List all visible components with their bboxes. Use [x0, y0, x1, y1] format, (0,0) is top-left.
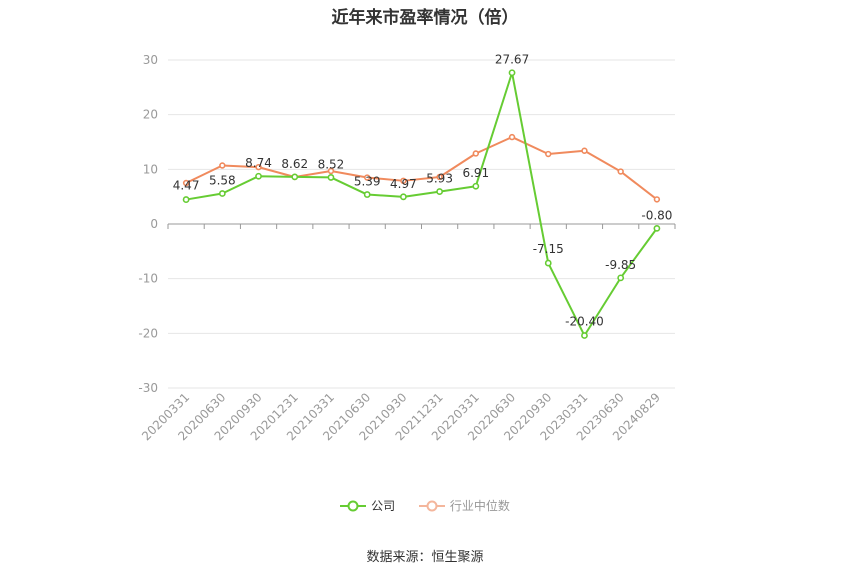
data-point-industry-median [436, 173, 443, 181]
data-label: 27.67 [495, 53, 529, 67]
y-tick-label: -30 [138, 381, 158, 395]
data-label: 4.97 [390, 177, 417, 191]
series-line-company [185, 71, 658, 337]
data-label: -20.40 [565, 315, 604, 329]
data-point-industry-median [255, 163, 262, 171]
data-label: 5.93 [426, 172, 453, 186]
data-point-industry-median [617, 168, 624, 175]
data-point-company [255, 172, 262, 180]
data-point-industry-median [327, 167, 335, 175]
data-label: 4.47 [173, 179, 200, 193]
data-point-industry-median [472, 150, 480, 157]
data-label: 5.58 [209, 173, 236, 187]
data-point-company [291, 173, 299, 181]
data-point-company [182, 196, 190, 203]
y-tick-label: 0 [150, 217, 158, 231]
chart-title: 近年来市盈率情况（倍） [331, 8, 519, 28]
data-point-company [472, 182, 480, 190]
data-label: 5.39 [354, 175, 381, 189]
data-point-company [581, 332, 588, 339]
data-point-industry-median [653, 196, 661, 203]
legend-item-industry-median[interactable]: 行业中位数 [418, 497, 510, 514]
y-tick-label: 30 [143, 53, 158, 67]
data-label: -9.85 [605, 258, 636, 272]
y-tick-label: 10 [143, 162, 158, 176]
data-label: -0.80 [641, 208, 672, 222]
data-point-company [399, 193, 407, 201]
legend-item-company[interactable]: 公司 [340, 497, 395, 514]
data-point-industry-median [219, 162, 226, 169]
data-point-industry-median [363, 174, 371, 181]
data-point-company [327, 174, 335, 181]
data-point-company [544, 259, 552, 267]
grid-layer [168, 59, 675, 389]
data-point-industry-median [508, 133, 516, 141]
data-point-company [508, 69, 516, 77]
data-label-layer: 4.47 5.58 8.74 8.62 8.52 5.39 4.97 5.93 6.91 27.6… [173, 53, 673, 329]
line-chart: 3020100-10-20-30202003312020063020200930… [138, 53, 676, 443]
data-point-industry-median [400, 177, 407, 185]
series-layer [182, 69, 661, 339]
data-label: 6.91 [462, 166, 489, 180]
y-tick-label: 20 [143, 108, 158, 122]
data-point-company [363, 191, 371, 198]
data-point-company [653, 224, 661, 232]
legend-industry-icon [418, 500, 445, 511]
legend-industry-label: 行业中位数 [449, 499, 510, 513]
y-tick-label: -10 [138, 272, 158, 286]
axis-layer: 3020100-10-20-30202003312020063020200930… [138, 53, 676, 443]
data-label: 8.74 [245, 156, 272, 170]
data-point-industry-median [182, 179, 190, 187]
data-label: 8.52 [318, 157, 345, 171]
data-point-company [617, 274, 625, 282]
data-point-company [436, 188, 444, 195]
data-label: -7.15 [533, 242, 564, 256]
data-label: 8.62 [281, 157, 308, 171]
data-point-industry-median [545, 150, 552, 158]
data-point-industry-median [581, 147, 588, 154]
legend-company-label: 公司 [371, 499, 396, 513]
series-line-industry-median [185, 136, 658, 201]
legend: 公司 行业中位数 [0, 497, 850, 515]
data-point-company [218, 190, 226, 197]
legend-company-icon [340, 500, 367, 511]
y-tick-label: -20 [138, 326, 158, 340]
source-note: 数据来源：恒生聚源 [366, 550, 484, 565]
